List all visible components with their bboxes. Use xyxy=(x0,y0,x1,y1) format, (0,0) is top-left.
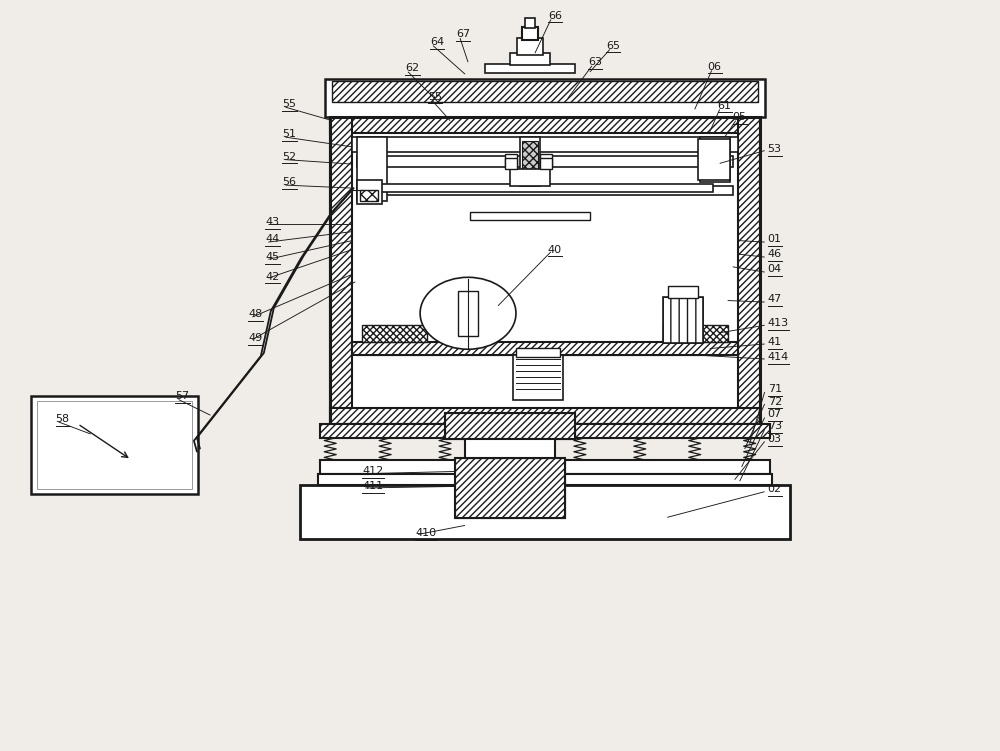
Text: 66: 66 xyxy=(548,11,562,21)
Text: 46: 46 xyxy=(768,249,782,259)
Bar xyxy=(458,291,478,336)
Bar xyxy=(540,158,552,170)
Text: 413: 413 xyxy=(768,318,789,328)
Text: 44: 44 xyxy=(265,234,280,244)
Text: 04: 04 xyxy=(768,264,782,274)
Text: 57: 57 xyxy=(175,391,190,402)
Bar xyxy=(510,53,550,65)
Text: 62: 62 xyxy=(405,63,419,73)
Bar xyxy=(470,212,590,219)
Bar xyxy=(360,189,378,201)
Bar xyxy=(516,348,560,357)
Bar xyxy=(320,424,770,438)
Text: 63: 63 xyxy=(588,57,602,67)
Bar xyxy=(513,355,563,400)
Bar xyxy=(455,458,565,518)
Bar xyxy=(525,18,535,29)
Text: 47: 47 xyxy=(768,294,782,304)
Text: 49: 49 xyxy=(248,333,263,343)
Text: 65: 65 xyxy=(606,41,620,50)
Bar xyxy=(505,154,517,167)
Bar xyxy=(465,439,555,458)
Bar xyxy=(522,27,538,40)
Bar xyxy=(520,137,540,185)
Text: 67: 67 xyxy=(456,29,470,39)
Bar xyxy=(352,342,738,355)
Bar xyxy=(325,80,765,117)
Text: 02: 02 xyxy=(768,484,782,494)
Bar xyxy=(300,485,790,539)
Bar xyxy=(332,81,758,101)
Bar xyxy=(738,117,760,424)
Text: 42: 42 xyxy=(265,272,280,282)
Text: 410: 410 xyxy=(415,528,436,538)
Text: 06: 06 xyxy=(708,62,722,71)
Bar xyxy=(663,297,703,343)
Text: 73: 73 xyxy=(768,421,782,432)
Text: 41: 41 xyxy=(768,336,782,347)
Text: 55: 55 xyxy=(282,99,296,109)
Bar xyxy=(668,285,698,297)
Text: 52: 52 xyxy=(282,152,296,161)
Bar xyxy=(455,458,565,518)
Text: 56: 56 xyxy=(282,177,296,187)
Bar xyxy=(505,158,517,170)
Bar xyxy=(445,413,575,439)
Bar xyxy=(357,185,733,195)
Text: 411: 411 xyxy=(362,481,383,491)
Bar xyxy=(330,117,760,424)
Bar xyxy=(357,179,382,204)
Bar xyxy=(330,117,760,424)
Bar xyxy=(330,408,760,424)
Bar xyxy=(320,460,770,474)
Text: 43: 43 xyxy=(265,217,279,227)
Bar xyxy=(522,141,538,182)
Bar xyxy=(357,137,387,201)
Bar xyxy=(357,156,733,167)
Text: 61: 61 xyxy=(718,101,732,110)
Text: 53: 53 xyxy=(768,144,782,154)
Bar xyxy=(663,297,703,343)
Text: 51: 51 xyxy=(282,129,296,139)
Bar xyxy=(663,325,728,342)
Text: 412: 412 xyxy=(362,466,383,476)
Bar xyxy=(485,65,575,74)
Text: 48: 48 xyxy=(248,309,263,319)
Bar xyxy=(510,170,550,185)
Bar xyxy=(37,401,192,490)
Text: 01: 01 xyxy=(768,234,782,244)
Text: 07: 07 xyxy=(768,409,782,420)
Text: 72: 72 xyxy=(768,397,782,407)
Bar xyxy=(377,184,713,192)
Bar xyxy=(31,397,198,494)
Bar xyxy=(362,325,427,342)
Bar xyxy=(352,137,738,152)
Circle shape xyxy=(420,277,516,349)
Text: 40: 40 xyxy=(548,245,562,255)
Text: 414: 414 xyxy=(768,351,789,362)
Bar xyxy=(330,117,760,134)
Bar xyxy=(517,38,543,55)
Text: 58: 58 xyxy=(56,414,70,424)
Text: 71: 71 xyxy=(768,384,782,394)
Bar xyxy=(700,137,730,182)
Bar xyxy=(318,474,772,485)
Text: 64: 64 xyxy=(430,37,444,47)
Bar xyxy=(540,154,552,167)
Text: 55: 55 xyxy=(428,92,442,101)
Bar xyxy=(330,117,352,424)
Text: 45: 45 xyxy=(265,252,279,262)
Bar xyxy=(445,413,575,439)
Text: 03: 03 xyxy=(768,434,782,445)
Text: 05: 05 xyxy=(733,112,747,122)
Bar xyxy=(698,139,730,179)
